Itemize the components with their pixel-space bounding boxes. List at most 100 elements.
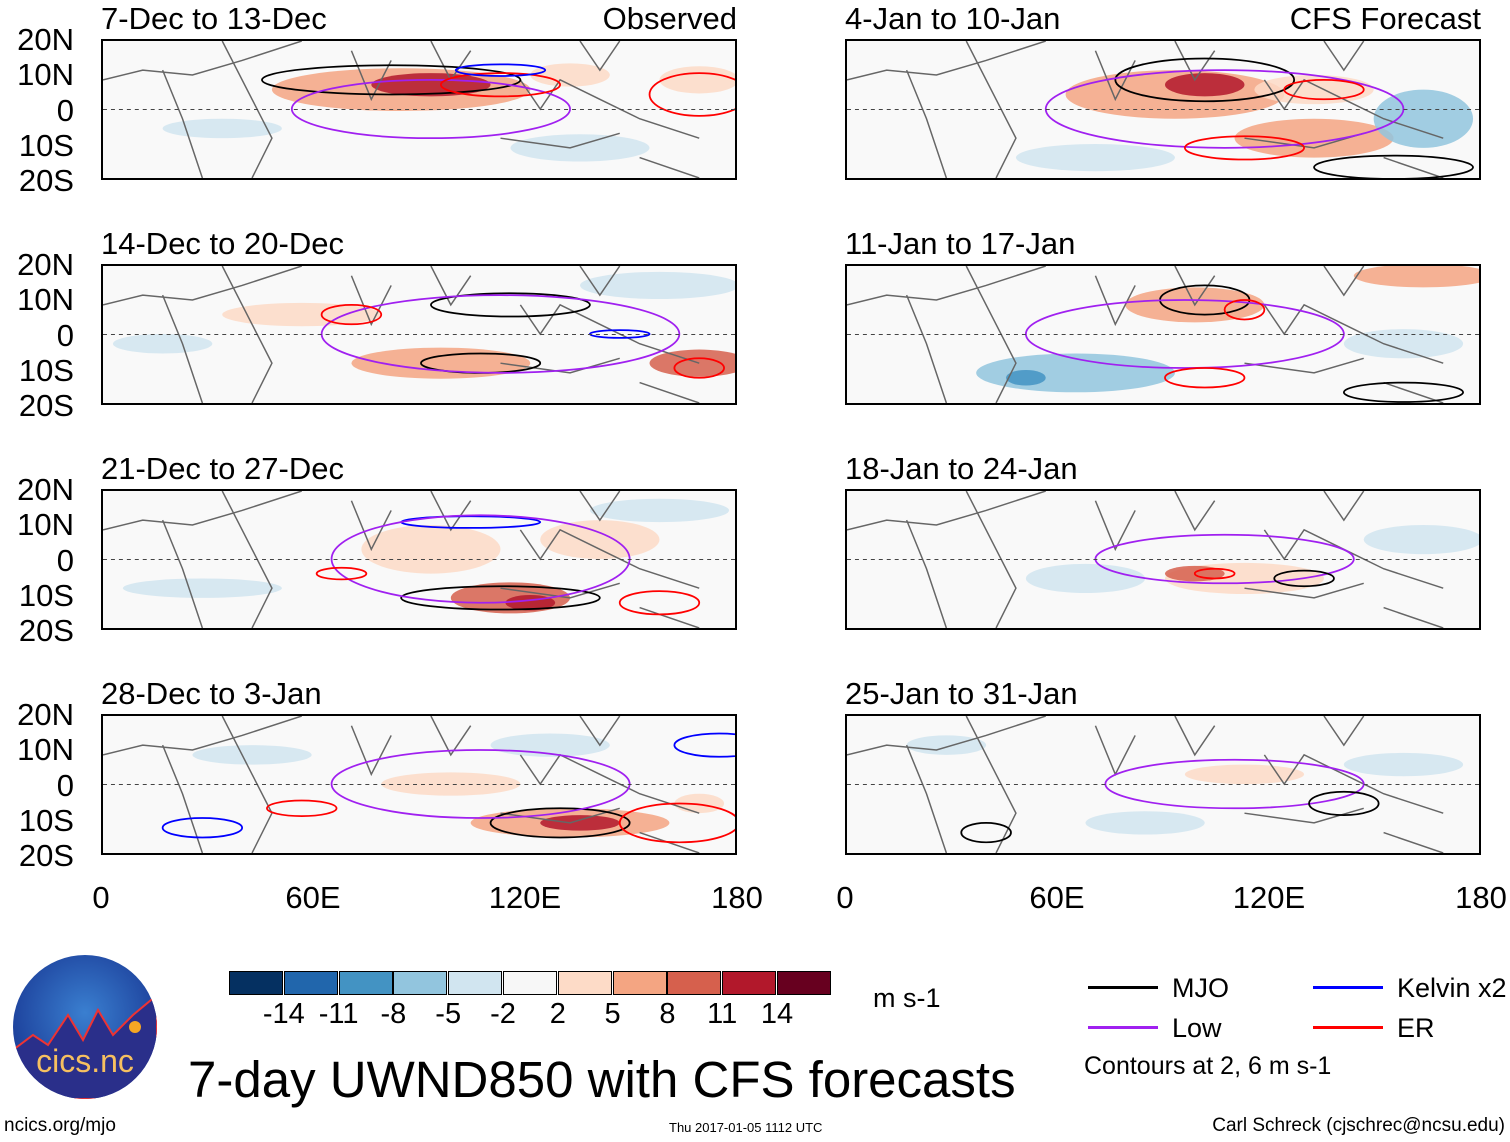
colorbar-label: 14 — [760, 998, 794, 1030]
anomaly-shading — [222, 302, 382, 327]
wave-contour — [330, 514, 631, 604]
colorbar-label: -14 — [262, 998, 305, 1030]
panel-source-tag: CFS Forecast — [1289, 1, 1481, 36]
map-panel — [101, 264, 737, 405]
wave-contour — [439, 72, 562, 98]
colorbar-swatch — [777, 971, 831, 995]
footer-timestamp: Thu 2017-01-05 1112 UTC — [669, 1120, 823, 1135]
wave-contour — [1114, 57, 1296, 103]
latitude-label: 20N — [17, 697, 74, 732]
colorbar-swatch — [503, 971, 557, 995]
colorbar-swatch — [722, 971, 777, 995]
wave-contour — [1308, 790, 1380, 816]
colorbar-swatch — [283, 971, 338, 995]
longitude-label: 120E — [1232, 880, 1306, 915]
footer-credit: Carl Schreck (cjschrec@ncsu.edu) — [1212, 1115, 1505, 1136]
wave-contour — [673, 732, 735, 758]
panel-title: 21-Dec to 27-Dec — [101, 451, 344, 486]
anomaly-shading — [589, 498, 730, 523]
map-panel — [101, 714, 737, 855]
latitude-label: 10S — [18, 127, 74, 163]
anomaly-shading — [1164, 73, 1245, 97]
colorbar-label: 11 — [707, 998, 738, 1030]
longitude-label: 180 — [1455, 880, 1507, 915]
wave-contour — [454, 63, 547, 77]
legend-label: Low — [1172, 1013, 1222, 1043]
latitude-label: 20N — [17, 22, 74, 57]
wave-contour — [1094, 533, 1355, 585]
wave-contour — [290, 78, 571, 140]
colorbar-label: -2 — [490, 998, 516, 1030]
anomaly-shading — [361, 525, 501, 574]
latitude-label: 0 — [56, 317, 74, 353]
anomaly-shading — [540, 520, 660, 560]
logo-text: cics.nc — [36, 1043, 134, 1079]
wave-contour — [1273, 569, 1335, 588]
latitude-label: 20S — [18, 388, 74, 423]
legend-line-mjo — [1088, 986, 1158, 989]
anomaly-shading — [112, 334, 213, 354]
wave-contour — [266, 799, 338, 817]
anomaly-shading — [1005, 369, 1046, 386]
coastlines — [103, 491, 700, 628]
wave-contour — [673, 357, 725, 379]
anomaly-shading — [659, 66, 735, 94]
panel-title: 18-Jan to 24-Jan — [845, 451, 1078, 486]
latitude-label: 10N — [17, 732, 74, 768]
wave-contour — [1164, 367, 1246, 389]
anomaly-shading — [580, 271, 735, 300]
latitude-label: 20N — [17, 472, 74, 507]
panel-title: 11-Jan to 17-Jan — [845, 226, 1076, 261]
anomaly-shading — [1015, 143, 1175, 172]
contour-note: Contours at 2, 6 m s-1 — [1084, 1052, 1332, 1080]
anomaly-shading — [530, 63, 610, 87]
colorbar-label: -8 — [380, 998, 407, 1030]
wave-contour — [320, 294, 681, 374]
wave-contour — [430, 292, 591, 318]
longitude-label: 0 — [836, 880, 854, 915]
anomaly-shading — [351, 347, 531, 379]
latitude-label: 10N — [17, 507, 74, 543]
wave-contour — [1183, 135, 1306, 161]
coastlines — [103, 266, 700, 403]
anomaly-shading — [674, 793, 725, 814]
wave-contour — [1313, 154, 1474, 178]
panel-title: 14-Dec to 20-Dec — [101, 226, 344, 261]
anomaly-shading — [1025, 563, 1146, 594]
panel-title: 4-Jan to 10-Jan — [845, 1, 1061, 36]
legend-label: Kelvin x2 — [1397, 973, 1507, 1003]
anomaly-shading — [371, 73, 491, 97]
latitude-label: 20S — [18, 838, 74, 873]
panel-title: 28-Dec to 3-Jan — [101, 676, 322, 711]
figure-title: 7-day UWND850 with CFS forecasts — [188, 1051, 1016, 1108]
wave-contour — [1223, 299, 1266, 321]
latitude-label: 0 — [56, 92, 74, 128]
footer-url[interactable]: ncics.org/mjo — [4, 1115, 116, 1136]
colorbar-swatch — [612, 971, 667, 995]
colorbar-label: 2 — [549, 998, 566, 1030]
wave-contour — [618, 590, 701, 616]
anomaly-shading — [906, 735, 987, 755]
wave-contour — [261, 64, 522, 96]
anomaly-shading — [162, 118, 282, 139]
coastlines — [847, 491, 1444, 628]
legend-line-low — [1088, 1026, 1158, 1029]
anomaly-shading — [1085, 811, 1205, 835]
colorbar-swatch — [448, 971, 503, 995]
wave-contour — [161, 817, 244, 839]
legend-label: MJO — [1172, 973, 1229, 1003]
legend-line-er — [1313, 1026, 1383, 1029]
latitude-label: 10N — [17, 282, 74, 318]
wave-contour — [960, 822, 1012, 844]
panel-source-tag: Observed — [602, 1, 737, 36]
latitude-label: 0 — [56, 542, 74, 578]
map-panel — [845, 714, 1481, 855]
anomaly-shading — [1363, 525, 1479, 555]
latitude-label: 10S — [18, 577, 74, 613]
map-panel — [845, 489, 1481, 630]
latitude-label: 0 — [56, 767, 74, 803]
map-panel — [845, 39, 1481, 180]
panel-title: 25-Jan to 31-Jan — [845, 676, 1078, 711]
anomaly-shading — [1254, 75, 1374, 105]
longitude-label: 0 — [92, 880, 110, 915]
